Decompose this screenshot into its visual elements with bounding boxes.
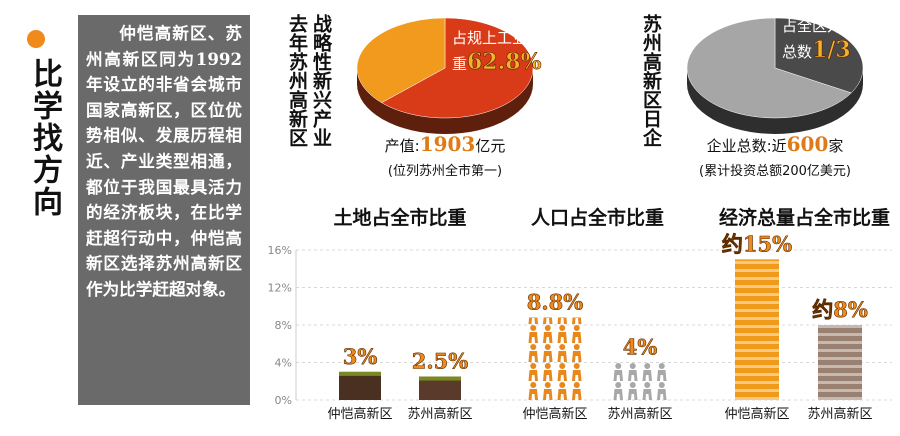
x-tick-label: 仲恺高新区	[724, 406, 789, 422]
x-tick-label: 苏州高新区	[407, 406, 472, 422]
y-tick-label: 12%	[268, 282, 292, 295]
pie-slice	[774, 17, 864, 94]
caption-unit: 家	[828, 137, 844, 155]
pie-caption: 企业总数:近600家	[680, 132, 870, 156]
pie-slice	[356, 17, 446, 103]
value-label: 2.5%	[412, 349, 469, 374]
value-label: 约15%	[722, 231, 792, 256]
pie-title-line: 战略性新兴产业	[310, 14, 332, 147]
sidebar-text: 仲恺高新区、苏州高新区同为1992年设立的非省会城市国家高新区，区位优势相似、发…	[78, 15, 250, 405]
pie-note: (位列苏州全市第一)	[387, 164, 503, 179]
caption-unit: 亿元	[475, 137, 506, 155]
bar-top	[339, 371, 381, 376]
caption-prefix: 企业总数:近	[706, 137, 787, 155]
x-tick-label: 苏州高新区	[807, 406, 872, 422]
x-tick-label: 仲恺高新区	[327, 406, 392, 422]
bar	[339, 371, 381, 400]
bar	[611, 362, 669, 400]
caption-prefix: 产值:	[384, 137, 420, 155]
x-tick-label: 苏州高新区	[607, 406, 672, 422]
y-tick-label: 16%	[268, 244, 292, 257]
x-tick-label: 仲恺高新区	[522, 406, 587, 422]
y-tick-label: 4%	[275, 357, 292, 370]
bar	[526, 317, 584, 400]
bar	[419, 376, 461, 400]
slice-name: 占规上工业产值比重	[452, 29, 573, 73]
slice-label: 占全区外资企业总数1/3	[782, 14, 894, 64]
pie-slice	[686, 17, 852, 119]
group-title: 经济总量占全市比重	[719, 206, 890, 229]
slice-value: 1/3	[812, 37, 851, 63]
heading-dot	[27, 30, 45, 48]
slice-name: 占全区外资企业总数	[782, 17, 888, 61]
pie-title-line: 去年苏州高新区	[286, 14, 308, 147]
heading: 比学找方向	[27, 58, 62, 218]
pie-slice	[381, 17, 534, 119]
pie-caption: 产值:1903亿元	[360, 132, 530, 156]
caption-value: 600	[786, 132, 829, 156]
slice-label: 占规上工业产值比重62.8%	[452, 26, 572, 76]
y-tick-label: 8%	[275, 319, 292, 332]
group-title: 人口占全市比重	[531, 206, 664, 229]
bar	[735, 259, 779, 400]
bar	[818, 325, 862, 400]
bar-top	[419, 376, 461, 381]
pie-title-line: 苏州高新区日企	[640, 14, 662, 147]
value-label: 约8%	[812, 297, 868, 322]
y-tick-label: 0%	[275, 394, 292, 407]
value-label: 3%	[343, 344, 378, 369]
value-label: 8.8%	[527, 290, 584, 315]
caption-value: 1903	[419, 132, 476, 156]
group-title: 土地占全市比重	[333, 206, 466, 229]
value-label: 4%	[623, 335, 658, 360]
pie-note: (累计投资总额200亿美元)	[699, 164, 851, 179]
slice-value: 62.8%	[467, 49, 542, 75]
